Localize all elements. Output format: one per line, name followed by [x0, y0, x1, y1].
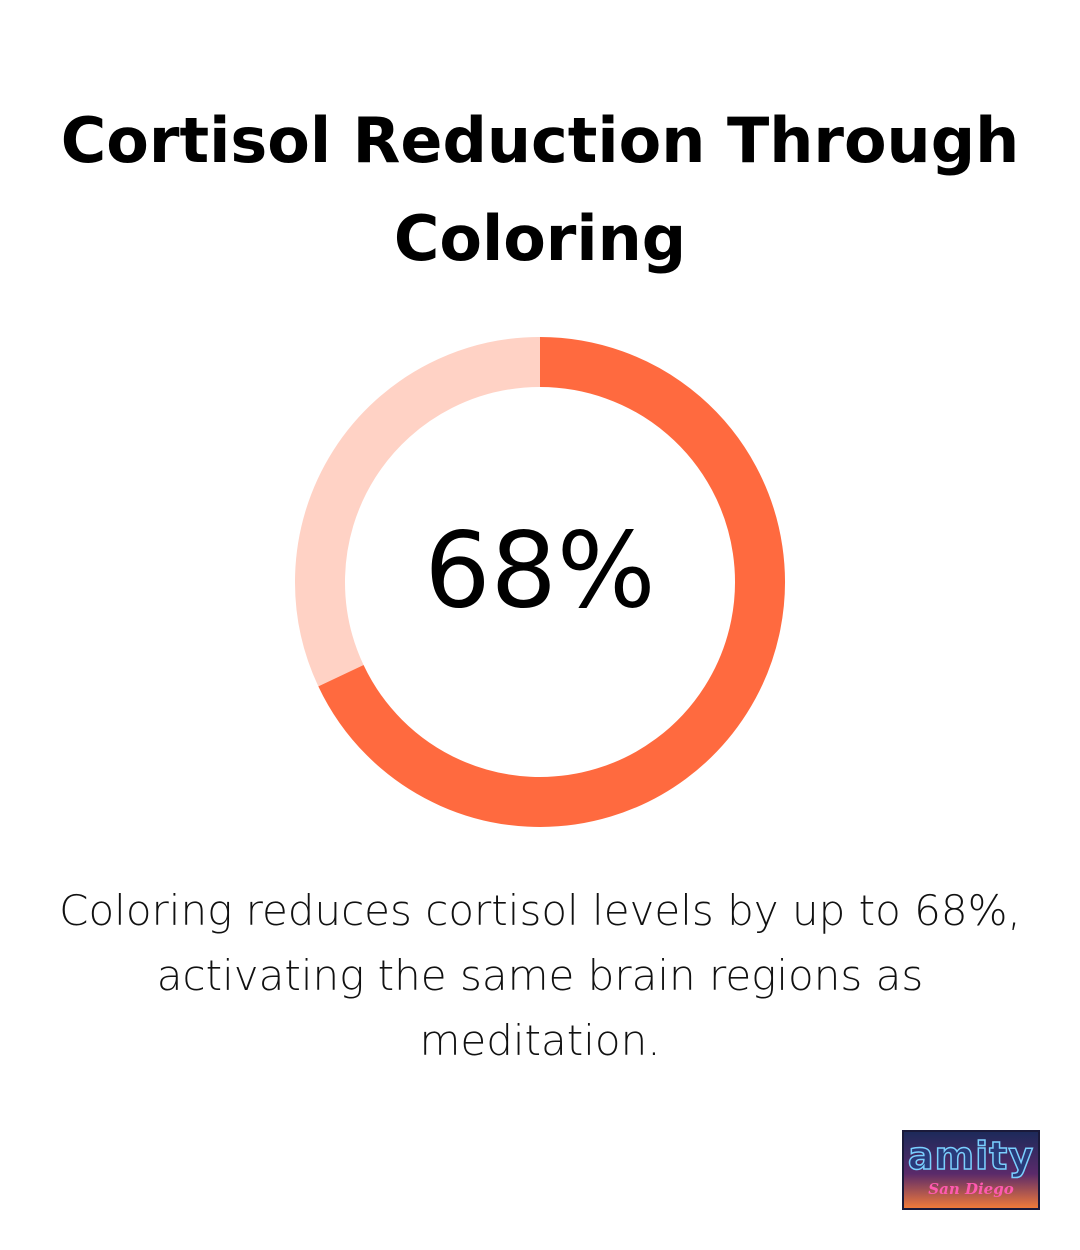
center-value-label: 68% [424, 509, 655, 631]
chart: 68% [295, 337, 785, 827]
donut-segment [295, 337, 541, 687]
logo: amity San Diego [902, 1130, 1040, 1210]
logo-subtext: San Diego [928, 1180, 1014, 1198]
logo-text: amity [907, 1133, 1035, 1179]
chart-title: Cortisol Reduction Through Coloring [60, 104, 1020, 275]
donut-segment [318, 337, 785, 827]
caption: Coloring reduces cortisol levels by up t… [59, 886, 1021, 1065]
